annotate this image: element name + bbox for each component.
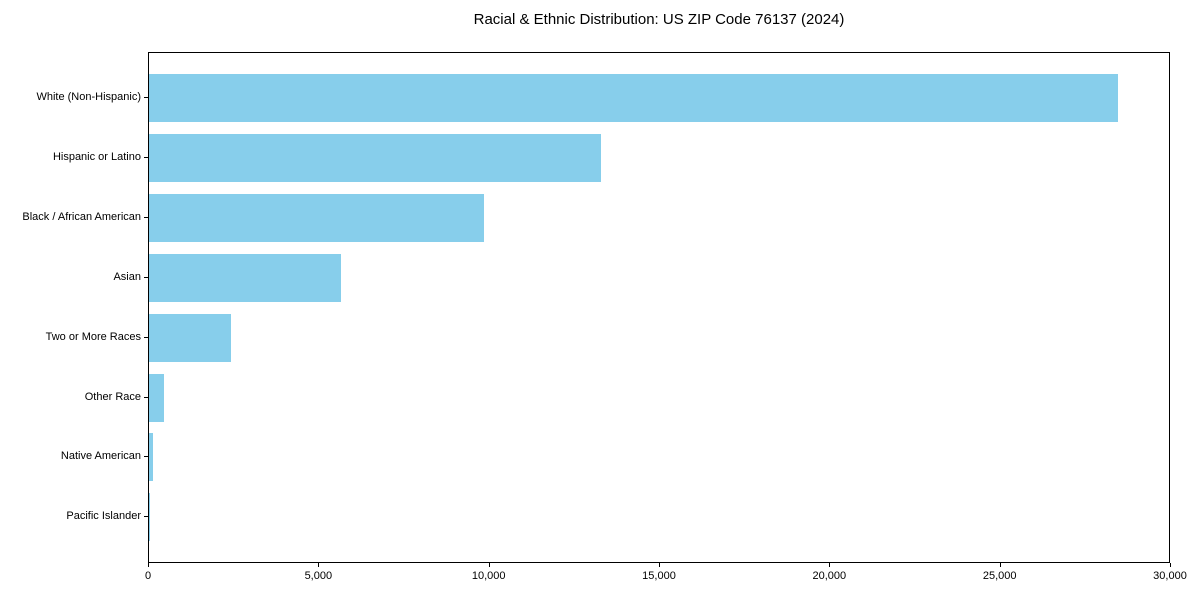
- y-tick-label: Pacific Islander: [66, 510, 141, 523]
- bar: [149, 253, 342, 302]
- x-tick-mark: [829, 563, 831, 567]
- bar: [149, 313, 231, 362]
- y-tick-label: Black / African American: [22, 210, 141, 223]
- x-tick-mark: [148, 563, 149, 567]
- y-tick-mark: [144, 396, 148, 398]
- y-tick-mark: [144, 456, 148, 458]
- plot-area: [148, 52, 1170, 563]
- x-tick-mark: [488, 563, 490, 567]
- y-tick-mark: [144, 216, 148, 218]
- y-tick-mark: [144, 516, 148, 518]
- x-tick-label: 20,000: [812, 570, 847, 582]
- x-tick-mark: [999, 563, 1001, 567]
- x-tick-mark: [318, 563, 320, 567]
- chart-title: Racial & Ethnic Distribution: US ZIP Cod…: [473, 11, 845, 28]
- x-tick-label: 25,000: [982, 570, 1017, 582]
- x-tick-label: 30,000: [1153, 570, 1187, 582]
- x-tick-mark: [659, 563, 660, 567]
- y-tick-mark: [144, 336, 148, 338]
- bar: [149, 74, 1118, 122]
- bar: [149, 133, 602, 182]
- bar: [149, 193, 484, 242]
- y-tick-label: White (Non-Hispanic): [36, 91, 141, 103]
- y-tick-mark: [144, 276, 148, 278]
- bar: [149, 433, 154, 482]
- y-tick-mark: [144, 97, 148, 98]
- x-tick-label: 5,000: [304, 570, 333, 582]
- bar: [149, 373, 164, 422]
- x-tick-label: 15,000: [642, 570, 676, 582]
- bar: [149, 493, 150, 542]
- x-tick-label: 10,000: [471, 570, 506, 582]
- y-tick-label: Native American: [60, 450, 141, 463]
- y-tick-label: Hispanic or Latino: [52, 150, 141, 163]
- y-tick-label: Asian: [113, 270, 141, 283]
- x-tick-label: 0: [144, 570, 152, 582]
- x-tick-mark: [1170, 563, 1171, 567]
- y-tick-label: Two or More Races: [45, 330, 141, 343]
- y-tick-label: Other Race: [84, 390, 141, 403]
- y-tick-mark: [144, 156, 148, 158]
